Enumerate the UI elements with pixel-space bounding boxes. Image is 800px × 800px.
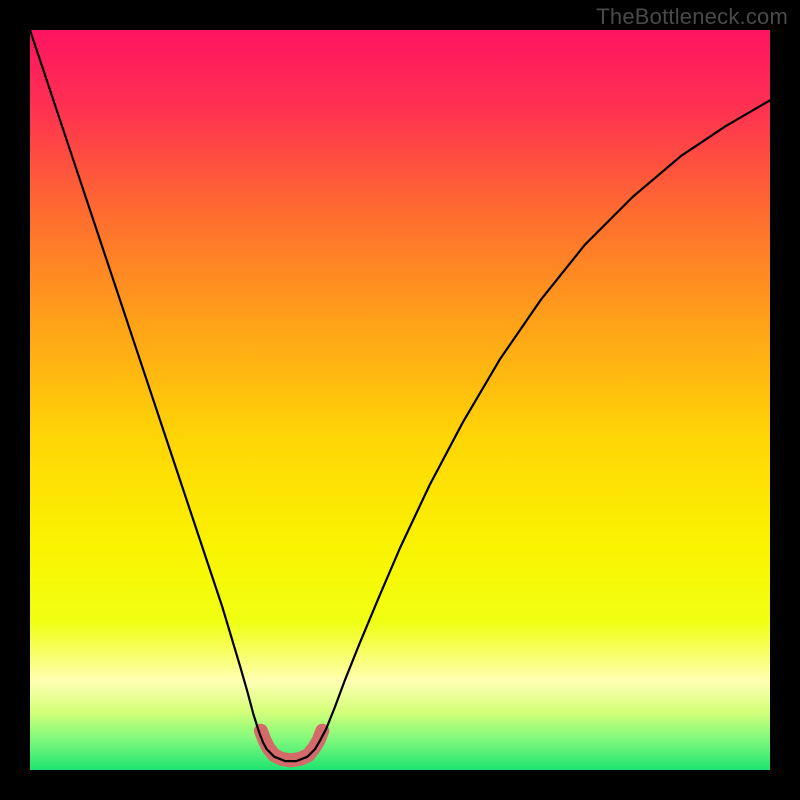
watermark-label: TheBottleneck.com (596, 4, 788, 30)
chart-background (30, 30, 770, 770)
plot-svg (30, 30, 770, 770)
chart-frame: TheBottleneck.com (0, 0, 800, 800)
plot-area (30, 30, 770, 770)
